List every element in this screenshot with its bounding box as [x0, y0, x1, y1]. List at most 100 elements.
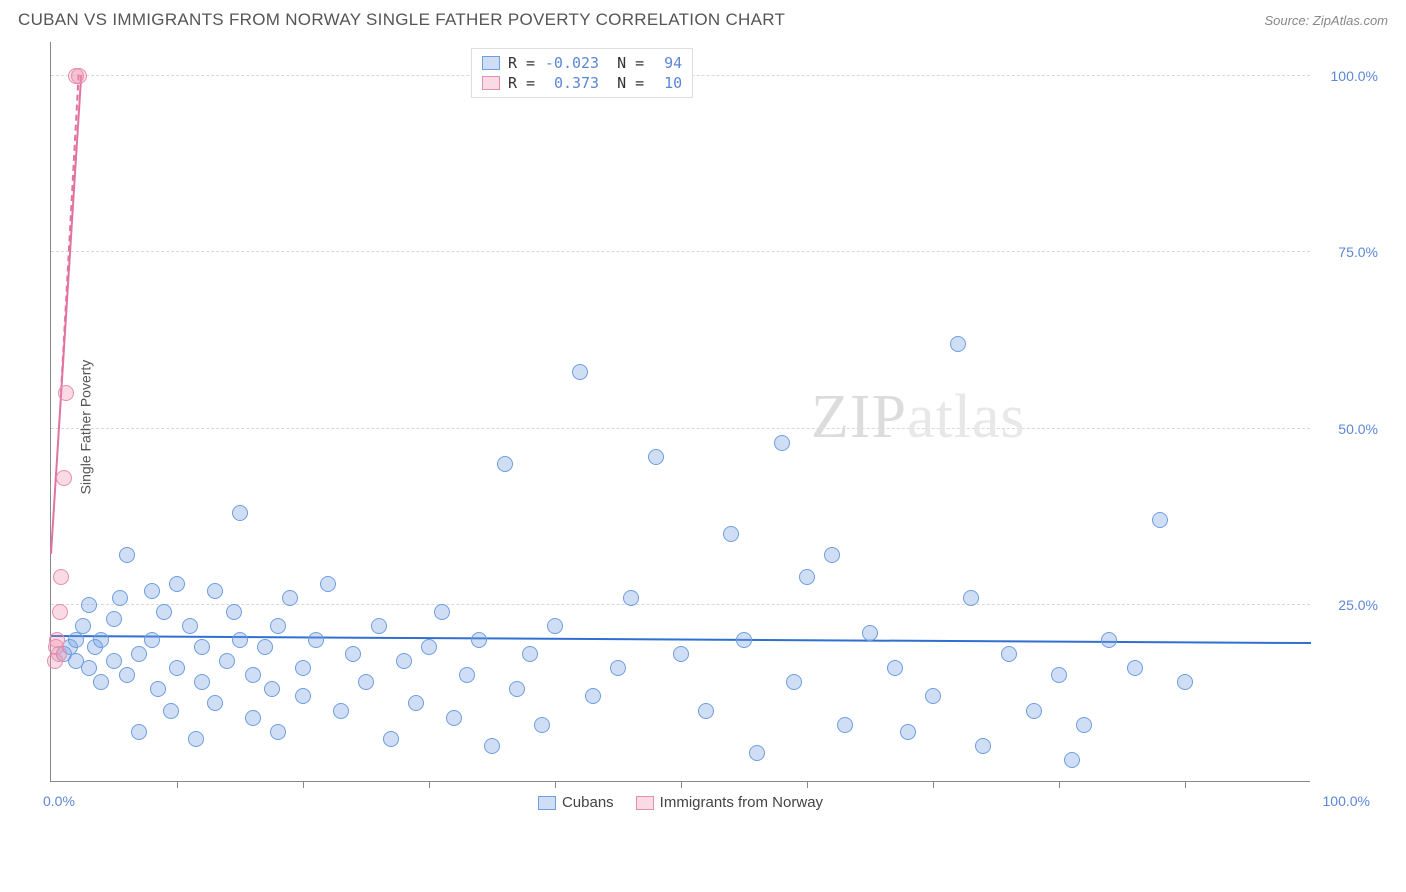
data-point	[119, 667, 135, 683]
data-point	[169, 660, 185, 676]
r-value: -0.023	[543, 54, 599, 72]
data-point	[131, 646, 147, 662]
data-point	[345, 646, 361, 662]
legend-item: Immigrants from Norway	[636, 794, 823, 811]
data-point	[320, 576, 336, 592]
y-tick-label: 50.0%	[1338, 421, 1378, 437]
data-point	[799, 569, 815, 585]
data-point	[975, 738, 991, 754]
legend-label: Cubans	[562, 794, 614, 811]
x-tick	[429, 781, 430, 788]
data-point	[572, 364, 588, 380]
data-point	[774, 435, 790, 451]
n-value: 94	[652, 54, 682, 72]
legend-swatch	[482, 76, 500, 90]
data-point	[887, 660, 903, 676]
data-point	[295, 688, 311, 704]
data-point	[698, 703, 714, 719]
legend-swatch	[538, 796, 556, 810]
data-point	[156, 604, 172, 620]
data-point	[308, 632, 324, 648]
data-point	[51, 646, 67, 662]
data-point	[1001, 646, 1017, 662]
source-label: Source: ZipAtlas.com	[1264, 13, 1388, 28]
data-point	[207, 695, 223, 711]
x-tick	[303, 781, 304, 788]
data-point	[194, 674, 210, 690]
chart-title: CUBAN VS IMMIGRANTS FROM NORWAY SINGLE F…	[18, 10, 785, 30]
chart-container: Single Father Poverty ZIPatlas R =-0.023…	[50, 42, 1380, 812]
data-point	[371, 618, 387, 634]
data-point	[421, 639, 437, 655]
data-point	[58, 385, 74, 401]
data-point	[282, 590, 298, 606]
legend-row: R =0.373N =10	[482, 73, 682, 93]
data-point	[75, 618, 91, 634]
data-point	[837, 717, 853, 733]
n-label: N =	[617, 74, 644, 92]
data-point	[648, 449, 664, 465]
data-point	[219, 653, 235, 669]
data-point	[207, 583, 223, 599]
y-tick-label: 25.0%	[1338, 597, 1378, 613]
data-point	[408, 695, 424, 711]
data-point	[1051, 667, 1067, 683]
x-tick	[1185, 781, 1186, 788]
data-point	[81, 597, 97, 613]
data-point	[270, 618, 286, 634]
x-max-label: 100.0%	[1323, 793, 1370, 809]
gridline	[51, 604, 1310, 605]
x-tick	[681, 781, 682, 788]
x-tick	[177, 781, 178, 788]
y-tick-label: 100.0%	[1331, 68, 1378, 84]
legend-swatch	[636, 796, 654, 810]
x-tick	[555, 781, 556, 788]
data-point	[163, 703, 179, 719]
data-point	[459, 667, 475, 683]
data-point	[131, 724, 147, 740]
data-point	[1076, 717, 1092, 733]
x-tick	[807, 781, 808, 788]
data-point	[434, 604, 450, 620]
n-value: 10	[652, 74, 682, 92]
data-point	[509, 681, 525, 697]
data-point	[112, 590, 128, 606]
data-point	[358, 674, 374, 690]
data-point	[383, 731, 399, 747]
data-point	[264, 681, 280, 697]
data-point	[723, 526, 739, 542]
legend-swatch	[482, 56, 500, 70]
gridline	[51, 428, 1310, 429]
watermark: ZIPatlas	[811, 382, 1026, 453]
data-point	[471, 632, 487, 648]
data-point	[1152, 512, 1168, 528]
data-point	[93, 632, 109, 648]
data-point	[786, 674, 802, 690]
data-point	[71, 68, 87, 84]
data-point	[144, 583, 160, 599]
data-point	[194, 639, 210, 655]
legend-label: Immigrants from Norway	[660, 794, 823, 811]
data-point	[522, 646, 538, 662]
r-label: R =	[508, 74, 535, 92]
data-point	[106, 653, 122, 669]
data-point	[81, 660, 97, 676]
legend-row: R =-0.023N =94	[482, 53, 682, 73]
chart-header: CUBAN VS IMMIGRANTS FROM NORWAY SINGLE F…	[0, 0, 1406, 36]
data-point	[925, 688, 941, 704]
data-point	[736, 632, 752, 648]
gridline	[51, 251, 1310, 252]
data-point	[56, 470, 72, 486]
data-point	[52, 604, 68, 620]
data-point	[150, 681, 166, 697]
data-point	[824, 547, 840, 563]
data-point	[182, 618, 198, 634]
data-point	[93, 674, 109, 690]
data-point	[547, 618, 563, 634]
data-point	[963, 590, 979, 606]
data-point	[119, 547, 135, 563]
data-point	[497, 456, 513, 472]
x-tick	[1059, 781, 1060, 788]
series-legend: Cubans Immigrants from Norway	[51, 794, 1310, 811]
data-point	[484, 738, 500, 754]
